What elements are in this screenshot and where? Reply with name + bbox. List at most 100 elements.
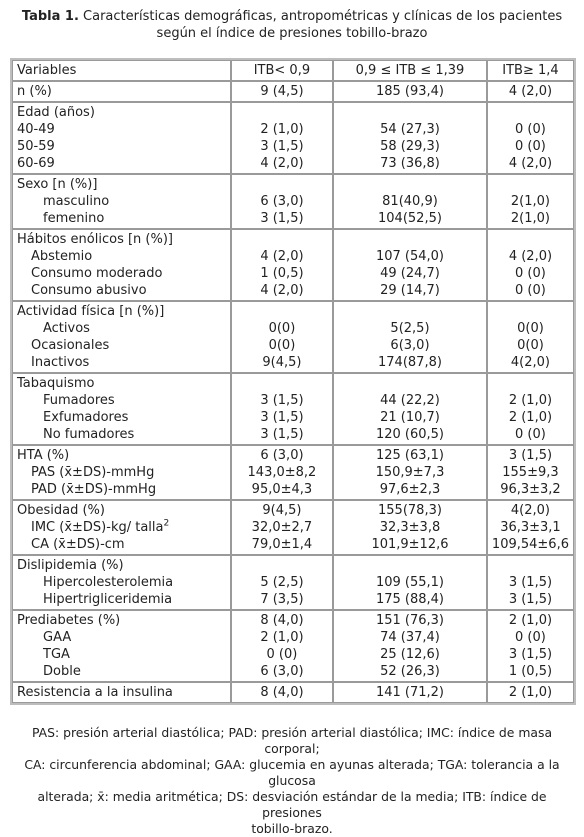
variable-label: GAA <box>17 629 226 646</box>
label-text: IMC (x̄±DS)-kg/ talla <box>31 520 164 535</box>
cell-value: 73 (36,8) <box>338 155 482 172</box>
variable-cell: Resistencia a la insulina <box>12 682 231 703</box>
label-text: Hipercolesterolemia <box>43 575 174 590</box>
cell-value: 2 (1,0) <box>492 612 569 629</box>
variable-label: Sexo [n (%)] <box>17 176 226 193</box>
cell-value: 101,9±12,6 <box>338 536 482 553</box>
cell-value: 151 (76,3) <box>338 612 482 629</box>
cell-value: 175 (88,4) <box>338 591 482 608</box>
value-cell: 6 (3,0) 3 (1,5) <box>230 174 334 229</box>
cell-value: 4 (2,0) <box>236 155 328 172</box>
header-row: Variables ITB< 0,9 0,9 ≤ ITB ≤ 1,39 ITB≥… <box>12 60 574 81</box>
cell-value: 4(2,0) <box>492 354 569 371</box>
table-section-row: Edad (años) 40-49 50-59 60-69 2 (1,0) 3 (1,5)… <box>12 102 574 174</box>
cell-value <box>236 231 328 248</box>
cell-value: 109,54±6,6 <box>492 536 569 553</box>
variable-label: Activos <box>17 320 226 337</box>
header-itb-normal: 0,9 ≤ ITB ≤ 1,39 <box>333 60 487 81</box>
value-text: 5 (2,5) <box>260 575 304 590</box>
label-text: masculino <box>43 194 110 209</box>
value-cell: 9(4,5) 32,0±2,7 79,0±1,4 <box>230 500 334 555</box>
table-footnote: PAS: presión arterial diastólica; PAD: p… <box>6 725 578 837</box>
label-text: PAD (x̄±DS)-mmHg <box>31 482 157 497</box>
value-text: 52 (26,3) <box>380 664 440 679</box>
value-text: 107 (54,0) <box>375 249 444 264</box>
value-cell: 3 (1,5) 3 (1,5) 3 (1,5) <box>230 373 334 445</box>
cell-value: 4 (2,0) <box>236 248 328 265</box>
variable-label: PAS (x̄±DS)-mmHg <box>17 464 226 481</box>
label-text: Obesidad (%) <box>17 503 105 518</box>
value-text: 120 (60,5) <box>375 427 444 442</box>
variable-label: Hábitos enólicos [n (%)] <box>17 231 226 248</box>
cell-value: 2 (1,0) <box>236 121 328 138</box>
cell-value: 155±9,3 <box>492 464 569 481</box>
label-text: CA (x̄±DS)-cm <box>31 537 125 552</box>
cell-value: 6 (3,0) <box>236 447 328 464</box>
value-cell: 107 (54,0) 49 (24,7) 29 (14,7) <box>333 229 487 301</box>
table-section-row: Actividad física [n (%)] Activos Ocasional… <box>12 301 574 373</box>
value-text: 3 (1,5) <box>260 393 304 408</box>
label-text: Abstemio <box>31 249 93 264</box>
cell-value: 104(52,5) <box>338 210 482 227</box>
variable-label: 40-49 <box>17 121 226 138</box>
value-text: 0(0) <box>517 338 544 353</box>
variable-label: Edad (años) <box>17 104 226 121</box>
value-cell: 2(1,0) 2(1,0) <box>486 174 574 229</box>
value-text: 3 (1,5) <box>260 410 304 425</box>
value-cell: 81(40,9) 104(52,5) <box>333 174 487 229</box>
variable-cell: Obesidad (%) IMC (x̄±DS)-kg/ talla2 CA (x̄… <box>12 500 231 555</box>
variable-cell: Hábitos enólicos [n (%)] Abstemio Consumo … <box>12 229 231 301</box>
variable-label: Hipertrigliceridemia <box>17 591 226 608</box>
value-text: 6 (3,0) <box>260 194 304 209</box>
table-section-row: n (%) 9 (4,5) 185 (93,4) 4 (2,0) <box>12 81 574 102</box>
cell-value: 21 (10,7) <box>338 409 482 426</box>
label-text: PAS (x̄±DS)-mmHg <box>31 465 155 480</box>
label-text: GAA <box>43 630 72 645</box>
value-cell: 155(78,3) 32,3±3,8 101,9±12,6 <box>333 500 487 555</box>
cell-value: 9(4,5) <box>236 354 328 371</box>
value-text: 6 (3,0) <box>260 448 304 463</box>
label-text: Inactivos <box>31 355 90 370</box>
variable-label: Ocasionales <box>17 337 226 354</box>
label-text: Edad (años) <box>17 105 95 120</box>
cell-value: 0(0) <box>492 320 569 337</box>
value-text: 174(87,8) <box>378 355 442 370</box>
caption-text: Características demográficas, antropomét… <box>78 9 563 24</box>
value-text: 8 (4,0) <box>260 613 304 628</box>
cell-value <box>338 375 482 392</box>
variable-label: PAD (x̄±DS)-mmHg <box>17 481 226 498</box>
cell-value: 2(1,0) <box>492 210 569 227</box>
value-text: 79,0±1,4 <box>251 537 313 552</box>
value-text: 96,3±3,2 <box>500 482 561 497</box>
superscript: 2 <box>163 518 170 529</box>
table-section-row: HTA (%) PAS (x̄±DS)-mmHg PAD (x̄±DS)-mmHg 6… <box>12 445 574 500</box>
cell-value <box>492 231 569 248</box>
cell-value: 174(87,8) <box>338 354 482 371</box>
cell-value: 0 (0) <box>492 265 569 282</box>
label-text: TGA <box>43 647 70 662</box>
cell-value: 3 (1,5) <box>236 138 328 155</box>
caption-line-1: Tabla 1. Características demográficas, a… <box>0 8 584 25</box>
cell-value: 1 (0,5) <box>492 663 569 680</box>
value-text: 25 (12,6) <box>380 647 440 662</box>
cell-value <box>338 104 482 121</box>
value-text: 7 (3,5) <box>260 592 304 607</box>
table-section-row: Obesidad (%) IMC (x̄±DS)-kg/ talla2 CA (x̄… <box>12 500 574 555</box>
variable-label: Actividad física [n (%)] <box>17 303 226 320</box>
value-text: 0 (0) <box>515 283 546 298</box>
value-cell: 185 (93,4) <box>333 81 487 102</box>
value-text: 9(4,5) <box>262 355 302 370</box>
value-text: 2(1,0) <box>510 211 550 226</box>
table-section-row: Resistencia a la insulina 8 (4,0) 141 (71,… <box>12 682 574 703</box>
cell-value: 143,0±8,2 <box>236 464 328 481</box>
cell-value: 155(78,3) <box>338 502 482 519</box>
variable-cell: Edad (años) 40-49 50-59 60-69 <box>12 102 231 174</box>
value-text: 3 (1,5) <box>508 448 553 463</box>
cell-value: 3 (1,5) <box>492 591 569 608</box>
cell-value <box>236 375 328 392</box>
label-text: Sexo [n (%)] <box>17 177 98 192</box>
value-text: 32,3±3,8 <box>379 520 441 535</box>
value-text: 5(2,5) <box>390 321 430 336</box>
cell-value: 58 (29,3) <box>338 138 482 155</box>
cell-value: 52 (26,3) <box>338 663 482 680</box>
